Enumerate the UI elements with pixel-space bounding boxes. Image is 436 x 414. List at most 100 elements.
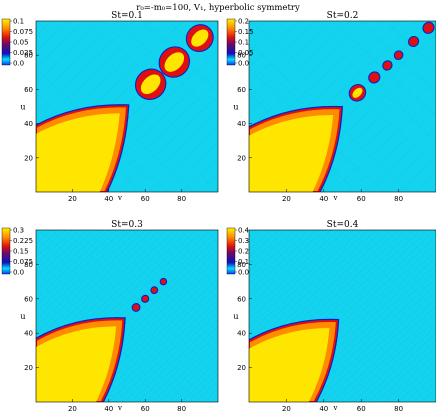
grain-line [133, 230, 218, 311]
grain-line [249, 230, 362, 334]
grain-line [63, 230, 218, 377]
grain-line [156, 230, 218, 288]
panel-4: St=0.4 20 40 60 80 20 40 60 80 v u 0.4 0.3 0.2 0.1 0.0 [226, 220, 436, 413]
grain-line [372, 230, 436, 288]
y-tick-label: 60 [24, 86, 33, 94]
grain-line [249, 21, 334, 99]
grain-line [203, 230, 218, 244]
panel-title: St=0.3 [111, 220, 143, 230]
colorbar-tick-label: 0.0 [13, 269, 24, 277]
colorbar-tick-label: 0.0 [13, 60, 24, 68]
grain-line [323, 298, 436, 402]
grain-line [36, 21, 184, 160]
grain-line [36, 21, 102, 83]
grain-line [249, 230, 369, 341]
blob-4 [394, 51, 403, 59]
blob-1 [132, 304, 140, 311]
grain-line [249, 302, 357, 402]
grain-line [249, 230, 392, 361]
grain-line [36, 258, 188, 402]
y-tick-label: 20 [24, 154, 33, 162]
y-tick-label: 60 [24, 295, 33, 303]
colorbar-tick-label: 0.3 [238, 237, 249, 245]
colorbar [226, 18, 236, 66]
grain-line [249, 93, 357, 192]
bulk-core [36, 113, 120, 192]
x-tick-label: 80 [177, 405, 186, 413]
grain-line [361, 332, 436, 402]
colorbar-tick-label: 0.4 [238, 227, 250, 235]
grain-line [36, 21, 151, 129]
blob-1-core [352, 87, 363, 98]
x-axis-label: v [333, 404, 338, 412]
y-tick-label: 20 [237, 364, 246, 372]
grain-line [179, 230, 218, 266]
grain-line [249, 269, 393, 402]
y-tick-label: 80 [237, 52, 246, 60]
colorbar [1, 227, 11, 275]
grain-line [36, 21, 135, 114]
plot-frame [35, 20, 219, 193]
grain-line [249, 21, 283, 53]
blob-3 [383, 61, 392, 70]
grain-line [308, 284, 436, 402]
grain-line [277, 230, 436, 377]
colorbar-tick-label: 0.2 [238, 18, 249, 26]
y-tick-label: 40 [24, 330, 33, 338]
blob-2-core [164, 52, 185, 72]
grain-line [420, 230, 436, 244]
grain-line [249, 21, 384, 145]
x-tick-label: 20 [68, 405, 77, 413]
panel-title: St=0.2 [327, 11, 359, 21]
grain-line [36, 21, 168, 145]
grain-line [249, 21, 401, 160]
bulk-core [249, 328, 330, 402]
blob-2 [142, 295, 149, 302]
heatmap-plot-4 [249, 230, 436, 402]
bulk-core [249, 115, 334, 192]
x-tick-label: 80 [394, 195, 403, 203]
y-tick-label: 20 [237, 154, 246, 162]
panel-1: St=0.1 20 40 60 80 20 40 60 80 v u 0.1 0.075 0.05 0.02… [1, 11, 219, 203]
x-axis-label: v [333, 194, 338, 202]
colorbar-tick-label: 0.1 [13, 18, 24, 26]
heatmap-plot-1 [36, 21, 218, 192]
y-tick-label: 40 [24, 120, 33, 128]
grain-line [36, 21, 217, 191]
grain-line [346, 319, 436, 402]
grain-line [249, 21, 300, 68]
y-tick-label: 40 [237, 330, 246, 338]
grain-line [249, 230, 384, 355]
colorbar [1, 18, 11, 66]
grain-line [381, 142, 436, 192]
y-tick-label: 60 [237, 86, 246, 94]
colorbar-tick-label: 0.225 [13, 237, 33, 245]
grain-line [249, 21, 317, 83]
grain-line [36, 44, 194, 192]
grain-line [314, 80, 436, 192]
grain-line [249, 247, 417, 402]
blob-4 [160, 278, 167, 285]
grain-line [383, 353, 436, 402]
x-tick-label: 20 [68, 195, 77, 203]
grain-line [396, 230, 436, 266]
colorbar-tick-label: 0.1 [238, 39, 249, 47]
colorbar-tick-label: 0.05 [13, 39, 29, 47]
colorbar-tick-label: 0.1 [238, 258, 249, 266]
colorbar [226, 227, 236, 275]
colorbar-tick-label: 0.15 [238, 28, 254, 36]
panel-3: St=0.3 20 40 60 80 20 40 60 80 v u 0.3 0.225 0.15 0.07… [1, 220, 219, 413]
grain-line [353, 326, 436, 402]
colorbar-tick-label: 0.025 [13, 49, 33, 57]
grain-line [36, 21, 86, 68]
grain-line [316, 291, 436, 402]
grain-line [51, 230, 218, 388]
blob-2 [369, 72, 380, 83]
x-tick-label: 20 [282, 195, 291, 203]
grain-line [398, 157, 436, 192]
x-axis-label: v [117, 404, 122, 412]
grain-line [36, 21, 119, 99]
y-axis-label: u [20, 103, 25, 112]
grain-line [368, 339, 436, 402]
